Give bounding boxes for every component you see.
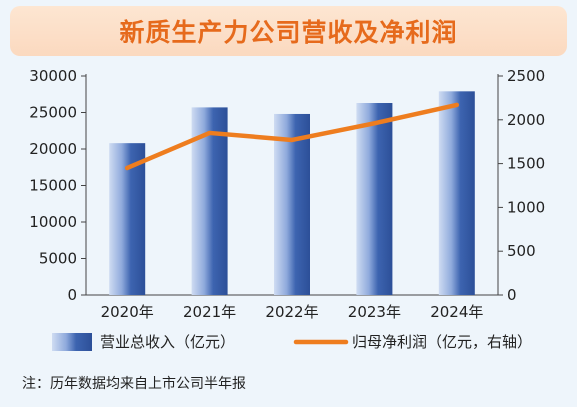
left-tick-label: 10000 <box>29 213 77 231</box>
chart-title: 新质生产力公司营收及净利润 <box>119 18 458 47</box>
title-banner: 新质生产力公司营收及净利润 <box>10 6 567 56</box>
revenue-bar <box>438 91 475 295</box>
profit-point <box>207 130 212 135</box>
x-tick-label: 2023年 <box>348 303 401 321</box>
revenue-bar <box>274 113 310 296</box>
right-tick-label: 0 <box>507 286 517 304</box>
right-tick-label: 1000 <box>507 198 545 216</box>
footnote: 注：历年数据均来自上市公司半年报 <box>22 376 246 392</box>
left-tick-label: 25000 <box>29 104 77 122</box>
left-tick-label: 15000 <box>29 177 77 195</box>
legend-bar-label: 营业总收入（亿元） <box>100 333 235 351</box>
x-tick-label: 2022年 <box>265 303 318 321</box>
profit-point <box>290 137 294 142</box>
revenue-bar <box>356 103 393 295</box>
left-tick-label: 30000 <box>29 67 77 85</box>
x-tick-label: 2024年 <box>430 303 483 321</box>
profit-point <box>454 102 459 107</box>
left-tick-label: 5000 <box>39 250 77 268</box>
legend-bar-swatch <box>52 333 92 351</box>
profit-point <box>125 165 130 170</box>
right-tick-label: 2000 <box>507 111 545 129</box>
x-tick-label: 2020年 <box>101 303 154 321</box>
right-tick-label: 500 <box>507 242 536 260</box>
x-tick-label: 2021年 <box>183 303 236 321</box>
left-tick-label: 0 <box>67 286 77 304</box>
right-tick-label: 1500 <box>507 155 545 173</box>
right-tick-label: 2500 <box>507 67 545 85</box>
profit-point <box>372 121 377 126</box>
left-tick-label: 20000 <box>29 140 77 158</box>
legend-line-label: 归母净利润（亿元，右轴） <box>352 333 532 351</box>
